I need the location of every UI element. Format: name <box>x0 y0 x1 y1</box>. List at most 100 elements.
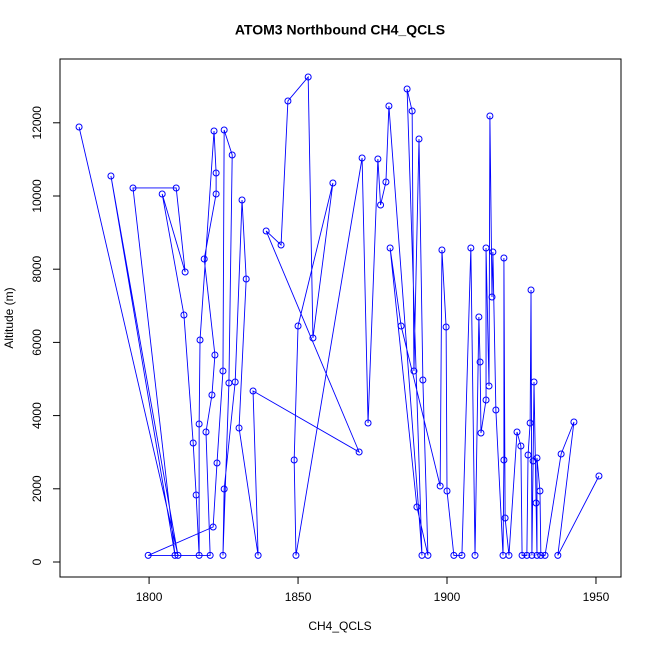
point <box>294 322 302 330</box>
point <box>385 102 393 110</box>
point <box>424 551 432 559</box>
point <box>213 459 221 467</box>
point <box>570 418 578 426</box>
point <box>202 428 210 436</box>
point <box>292 551 300 559</box>
point <box>200 255 208 263</box>
point <box>284 97 292 105</box>
point <box>413 503 421 511</box>
point <box>486 112 494 120</box>
point <box>238 196 246 204</box>
y-tick-label: 2000 <box>30 475 44 502</box>
point <box>482 396 490 404</box>
point <box>524 451 532 459</box>
x-axis-label: CH4_QCLS <box>308 619 371 633</box>
point <box>158 190 166 198</box>
point <box>329 179 337 187</box>
x-tick-label: 1850 <box>285 590 312 604</box>
point <box>410 367 418 375</box>
point <box>231 378 239 386</box>
point <box>492 406 500 414</box>
point <box>438 246 446 254</box>
point <box>382 178 390 186</box>
point <box>415 135 423 143</box>
point <box>513 428 521 436</box>
point <box>403 85 411 93</box>
y-tick-label: 12000 <box>30 106 44 140</box>
point <box>397 322 405 330</box>
point <box>377 201 385 209</box>
point <box>557 450 565 458</box>
point <box>532 499 540 507</box>
x-tick-label: 1950 <box>583 590 610 604</box>
point <box>304 73 312 81</box>
point <box>219 551 227 559</box>
point <box>206 551 214 559</box>
point <box>541 551 549 559</box>
point <box>489 248 497 256</box>
point <box>358 154 366 162</box>
point <box>254 551 262 559</box>
point <box>211 351 219 359</box>
point <box>174 551 182 559</box>
x-tick-label: 1900 <box>434 590 461 604</box>
point <box>485 382 493 390</box>
point <box>181 268 189 276</box>
point <box>488 293 496 301</box>
point <box>537 551 545 559</box>
point <box>458 551 466 559</box>
point <box>595 472 603 480</box>
point <box>450 551 458 559</box>
point <box>290 456 298 464</box>
point <box>467 244 475 252</box>
point <box>242 275 250 283</box>
y-tick-label: 8000 <box>30 256 44 283</box>
plot-frame <box>59 58 622 578</box>
point <box>75 123 83 131</box>
point <box>477 429 485 437</box>
point <box>471 551 479 559</box>
series-line <box>78 75 600 556</box>
point <box>526 419 534 427</box>
chart-title: ATOM3 Northbound CH4_QCLS <box>235 22 445 38</box>
point <box>482 244 490 252</box>
point <box>189 439 197 447</box>
point <box>107 172 115 180</box>
point <box>536 487 544 495</box>
point <box>208 391 216 399</box>
point <box>355 448 363 456</box>
y-tick-label: 6000 <box>30 329 44 356</box>
point <box>195 420 203 428</box>
point <box>419 376 427 384</box>
point <box>210 127 218 135</box>
point <box>309 334 317 342</box>
point <box>505 551 513 559</box>
point <box>527 286 535 294</box>
point <box>436 482 444 490</box>
point <box>212 169 220 177</box>
point <box>517 442 525 450</box>
point <box>228 151 236 159</box>
point <box>518 551 526 559</box>
point <box>262 227 270 235</box>
point <box>171 551 179 559</box>
point <box>129 184 137 192</box>
point <box>500 456 508 464</box>
point <box>212 190 220 198</box>
point <box>364 419 372 427</box>
point <box>500 254 508 262</box>
point <box>209 523 217 531</box>
point <box>220 485 228 493</box>
y-axis-label: Altitude (m) <box>2 287 16 348</box>
point <box>530 378 538 386</box>
point <box>144 551 152 559</box>
point <box>220 126 228 134</box>
point <box>533 551 541 559</box>
x-tick-label: 1800 <box>136 590 163 604</box>
point <box>443 487 451 495</box>
point <box>476 358 484 366</box>
point <box>219 367 227 375</box>
